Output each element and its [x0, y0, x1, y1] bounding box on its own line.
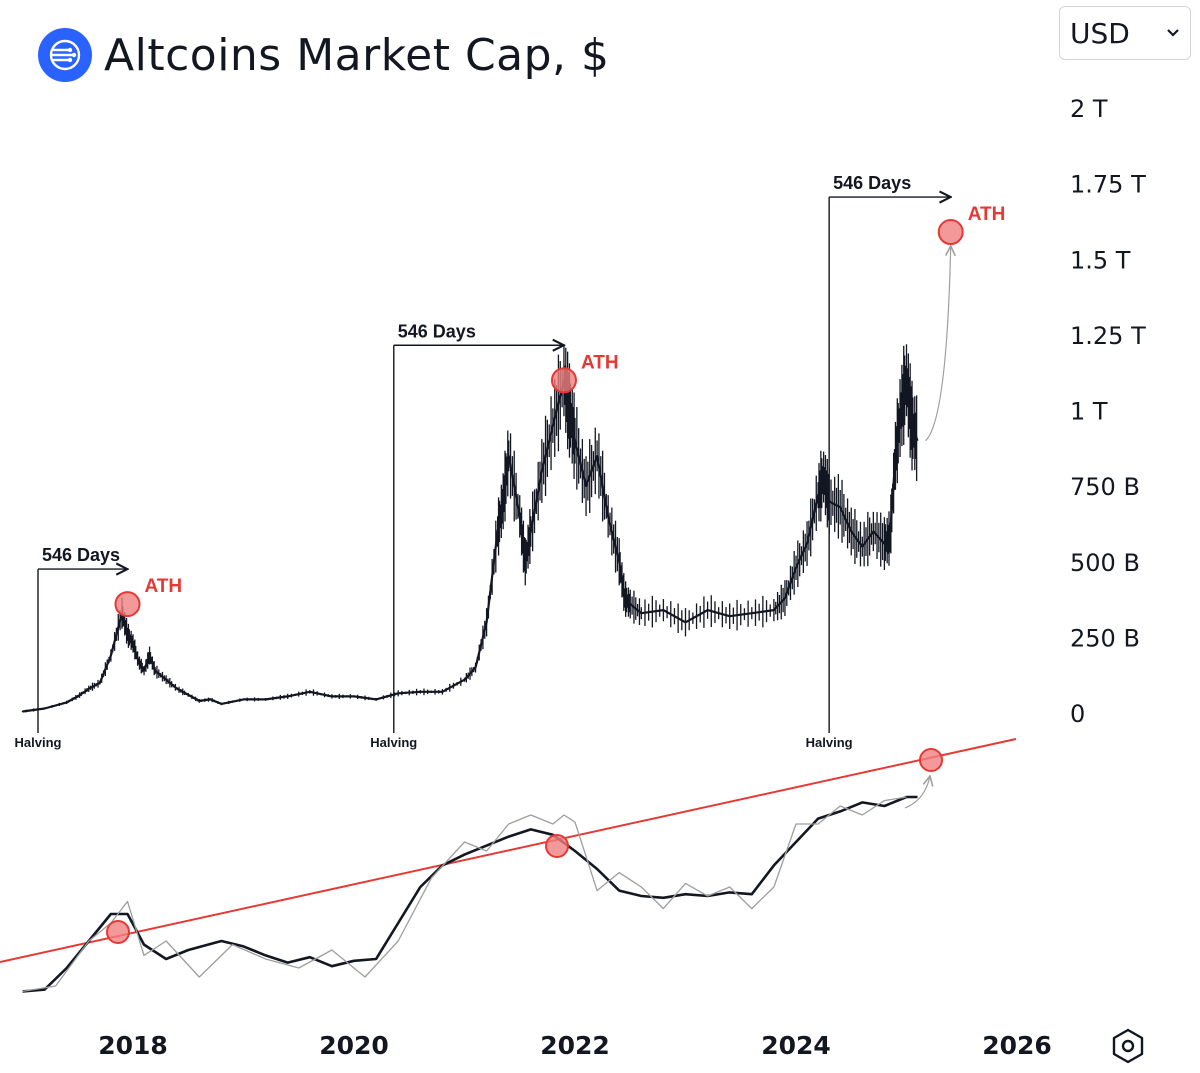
ath-marker [114, 591, 141, 618]
annotations: 546 Days Halving ATH 546 Days Halving ATH 546 … [15, 173, 1006, 750]
ath-label: ATH [144, 576, 182, 597]
days-label: 546 Days [833, 173, 911, 193]
halving-label: Halving [370, 735, 417, 750]
y-tick-label: 1.25 T [1070, 322, 1146, 350]
x-tick-label: 2022 [540, 1031, 610, 1060]
indicator-fast-line [22, 795, 918, 993]
x-tick-label: 2018 [98, 1031, 168, 1060]
currency-select-label: USD [1070, 16, 1130, 50]
y-tick-label: 0 [1070, 700, 1085, 728]
ath-marker [937, 219, 964, 246]
ath-label: ATH [968, 204, 1006, 225]
x-tick-label: 2026 [982, 1031, 1052, 1060]
price-line [22, 379, 919, 713]
halving-label: Halving [806, 735, 853, 750]
chart-title: Altcoins Market Cap, $ [104, 29, 610, 81]
trendline-touch-marker [106, 920, 130, 944]
altcoins-index-icon [38, 28, 92, 82]
currency-select[interactable]: USD [1059, 6, 1191, 60]
days-label: 546 Days [398, 321, 476, 341]
y-tick-label: 1 T [1070, 398, 1108, 426]
chevron-down-icon [1167, 29, 1179, 37]
y-tick-label: 1.5 T [1070, 246, 1131, 274]
ath-label: ATH [581, 352, 619, 373]
indicator-slow-line [22, 796, 907, 993]
y-tick-label: 2 T [1070, 95, 1108, 123]
projection-arrow [925, 246, 951, 442]
trendline-touch-marker [545, 834, 569, 858]
chart-header: Altcoins Market Cap, $ [38, 22, 610, 88]
trendline-touch-marker [919, 748, 943, 772]
hexagon-settings-icon[interactable] [1108, 1026, 1148, 1066]
days-label: 546 Days [42, 545, 120, 565]
ath-marker [550, 367, 577, 394]
y-axis: 2 T 1.75 T 1.5 T 1.25 T 1 T 750 B 500 B 250 B 0 [1070, 95, 1146, 728]
indicator-projection-arrow [904, 776, 930, 809]
y-tick-label: 500 B [1070, 549, 1140, 577]
x-tick-label: 2024 [761, 1031, 831, 1060]
indicator-pane [0, 738, 1017, 993]
halving-label: Halving [15, 735, 62, 750]
y-tick-label: 750 B [1070, 473, 1140, 501]
resistance-trendline [0, 738, 1017, 963]
price-series [21, 344, 919, 713]
x-axis: 2018 2020 2022 2024 2026 [98, 1031, 1052, 1060]
y-tick-label: 250 B [1070, 624, 1140, 652]
y-tick-label: 1.75 T [1070, 171, 1146, 199]
x-tick-label: 2020 [319, 1031, 389, 1060]
